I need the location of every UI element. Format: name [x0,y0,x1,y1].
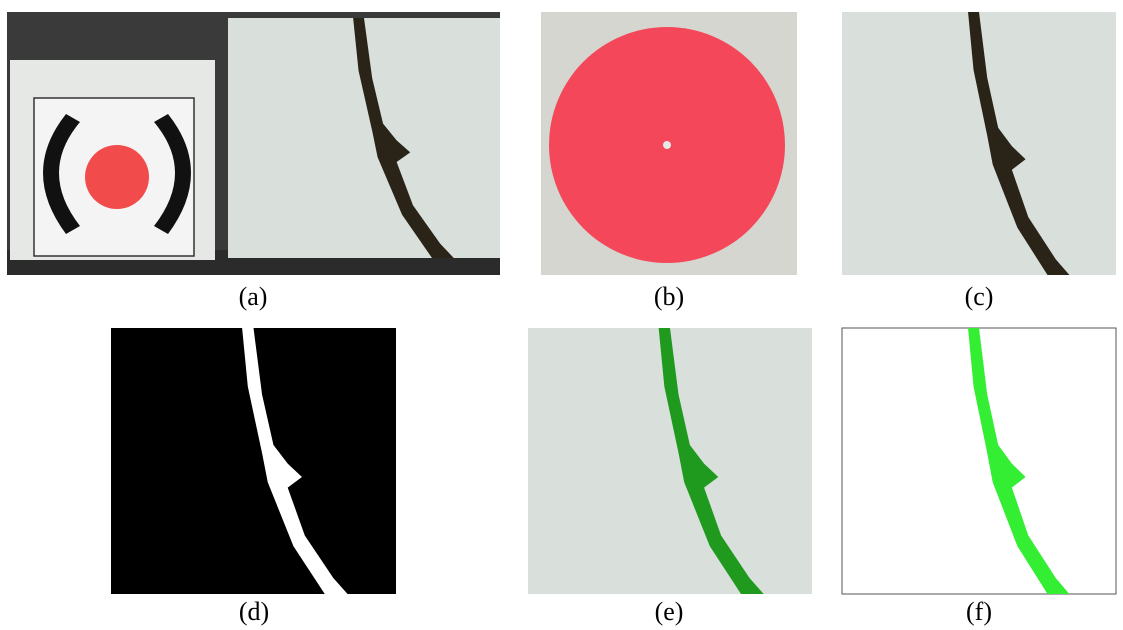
panel-b [541,12,797,275]
panel-c [842,12,1116,275]
caption: (d) [239,597,269,626]
panel-a [7,12,500,275]
figure: (a) (b) (c) (d) (e) (f) [0,0,1123,630]
caption: (f) [966,597,992,626]
caption: (c) [965,282,994,311]
panel-e [528,328,812,594]
target-center [663,141,671,149]
caption: (a) [239,282,268,311]
caption: (e) [655,597,684,626]
caption: (b) [654,282,684,311]
panel-f [842,328,1116,594]
target-dot [85,145,149,209]
panel-d [111,328,396,594]
